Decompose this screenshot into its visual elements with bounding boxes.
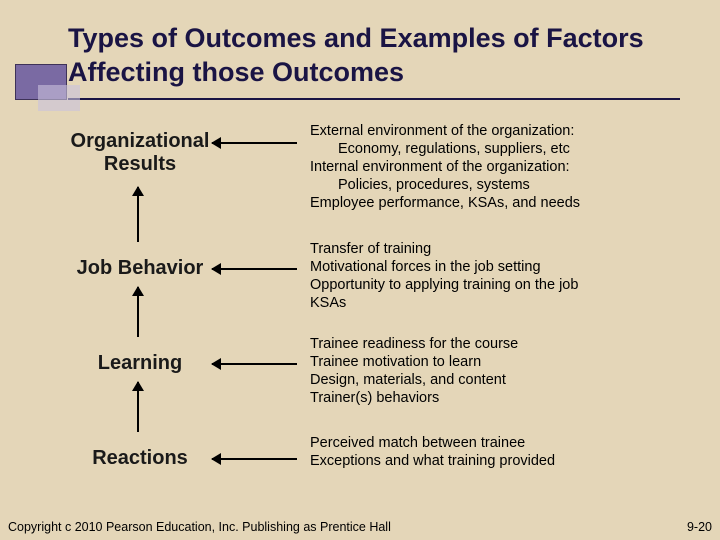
title-area: Types of Outcomes and Examples of Factor… <box>0 0 720 112</box>
factor-line: Perceived match between trainee <box>310 434 705 452</box>
factor-line: Design, materials, and content <box>310 371 705 389</box>
factor-line: Employee performance, KSAs, and needs <box>310 194 705 212</box>
factor-line: Economy, regulations, suppliers, etc <box>310 140 705 158</box>
diagram-area: OrganizationalResults Job Behavior Learnin… <box>0 112 720 507</box>
vertical-arrow-0 <box>137 187 139 242</box>
horizontal-arrow-2 <box>212 363 297 365</box>
horizontal-arrow-3 <box>212 458 297 460</box>
factor-line: Exceptions and what training provided <box>310 452 705 470</box>
horizontal-arrow-0 <box>212 142 297 144</box>
footer: Copyright c 2010 Pearson Education, Inc.… <box>8 520 712 534</box>
outcome-label-1: Job Behavior <box>40 257 240 280</box>
factor-line: KSAs <box>310 294 705 312</box>
factor-line: Policies, procedures, systems <box>310 176 705 194</box>
factor-line: Transfer of training <box>310 240 705 258</box>
factor-line: Trainer(s) behaviors <box>310 389 705 407</box>
vertical-arrow-1 <box>137 287 139 337</box>
outcome-label-3: Reactions <box>40 447 240 470</box>
vertical-arrow-2 <box>137 382 139 432</box>
factor-block-2: Trainee readiness for the courseTrainee … <box>310 335 705 408</box>
factor-line: Trainee readiness for the course <box>310 335 705 353</box>
factor-line: Opportunity to applying training on the … <box>310 276 705 294</box>
title-accent-box-light <box>38 85 80 111</box>
copyright-text: Copyright c 2010 Pearson Education, Inc.… <box>8 520 391 534</box>
outcome-label-2: Learning <box>40 352 240 375</box>
factor-line: Motivational forces in the job setting <box>310 258 705 276</box>
factor-block-3: Perceived match between traineeException… <box>310 434 705 470</box>
slide-number: 9-20 <box>687 520 712 534</box>
slide-title: Types of Outcomes and Examples of Factor… <box>68 22 680 100</box>
factor-block-1: Transfer of trainingMotivational forces … <box>310 240 705 313</box>
factor-line: Internal environment of the organization… <box>310 158 705 176</box>
factor-line: External environment of the organization… <box>310 122 705 140</box>
horizontal-arrow-1 <box>212 268 297 270</box>
outcome-label-0: OrganizationalResults <box>40 130 240 176</box>
factor-block-0: External environment of the organization… <box>310 122 705 213</box>
factor-line: Trainee motivation to learn <box>310 353 705 371</box>
